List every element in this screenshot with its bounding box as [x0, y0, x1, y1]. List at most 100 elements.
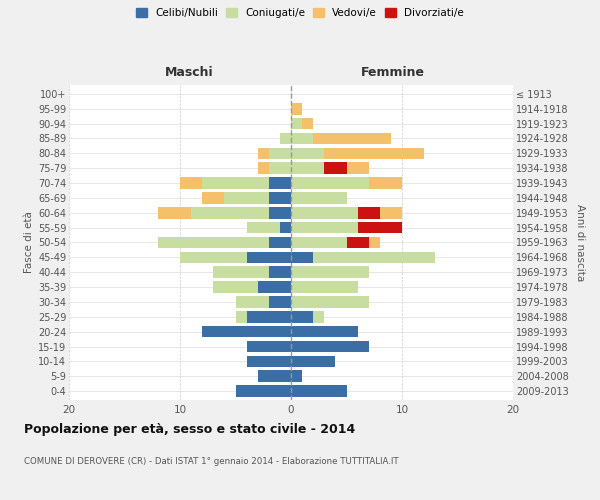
- Bar: [280, 132, 291, 144]
- Bar: [291, 282, 358, 293]
- Bar: [258, 370, 291, 382]
- Bar: [291, 252, 436, 263]
- Bar: [180, 178, 291, 189]
- Bar: [202, 178, 291, 189]
- Bar: [291, 207, 380, 218]
- Bar: [291, 118, 302, 130]
- Bar: [291, 356, 335, 367]
- Bar: [247, 340, 291, 352]
- Bar: [247, 340, 291, 352]
- Text: Popolazione per età, sesso e stato civile - 2014: Popolazione per età, sesso e stato civil…: [24, 422, 355, 436]
- Bar: [291, 340, 369, 352]
- Bar: [269, 148, 291, 159]
- Bar: [291, 326, 358, 338]
- Bar: [291, 222, 402, 234]
- Bar: [291, 132, 313, 144]
- Bar: [214, 282, 291, 293]
- Bar: [247, 222, 291, 234]
- Bar: [291, 296, 369, 308]
- Bar: [214, 282, 291, 293]
- Bar: [247, 222, 291, 234]
- Bar: [291, 148, 325, 159]
- Bar: [224, 192, 291, 203]
- Bar: [191, 207, 291, 218]
- Y-axis label: Anni di nascita: Anni di nascita: [575, 204, 585, 281]
- Bar: [291, 340, 369, 352]
- Bar: [280, 132, 291, 144]
- Bar: [291, 192, 347, 203]
- Bar: [291, 162, 347, 174]
- Bar: [291, 296, 369, 308]
- Bar: [158, 236, 291, 248]
- Bar: [202, 192, 291, 203]
- Bar: [202, 326, 291, 338]
- Bar: [291, 192, 347, 203]
- Bar: [158, 236, 291, 248]
- Bar: [291, 326, 358, 338]
- Bar: [214, 282, 291, 293]
- Bar: [291, 296, 369, 308]
- Bar: [291, 386, 347, 397]
- Bar: [202, 178, 291, 189]
- Bar: [247, 222, 291, 234]
- Bar: [247, 356, 291, 367]
- Bar: [291, 132, 391, 144]
- Bar: [291, 222, 358, 234]
- Bar: [291, 311, 325, 322]
- Bar: [291, 311, 313, 322]
- Bar: [269, 236, 291, 248]
- Bar: [291, 222, 402, 234]
- Bar: [291, 282, 358, 293]
- Bar: [291, 148, 325, 159]
- Bar: [291, 370, 302, 382]
- Bar: [269, 192, 291, 203]
- Bar: [291, 162, 369, 174]
- Bar: [291, 118, 302, 130]
- Bar: [214, 266, 291, 278]
- Y-axis label: Fasce di età: Fasce di età: [23, 212, 34, 274]
- Bar: [269, 162, 291, 174]
- Bar: [291, 370, 302, 382]
- Bar: [258, 282, 291, 293]
- Bar: [291, 370, 302, 382]
- Bar: [291, 386, 347, 397]
- Text: Maschi: Maschi: [164, 66, 213, 78]
- Bar: [291, 178, 402, 189]
- Bar: [191, 207, 291, 218]
- Bar: [247, 252, 291, 263]
- Bar: [291, 178, 369, 189]
- Bar: [291, 236, 347, 248]
- Bar: [235, 311, 291, 322]
- Bar: [291, 356, 335, 367]
- Bar: [247, 356, 291, 367]
- Bar: [291, 326, 358, 338]
- Bar: [258, 370, 291, 382]
- Bar: [180, 252, 291, 263]
- Legend: Celibi/Nubili, Coniugati/e, Vedovi/e, Divorziati/e: Celibi/Nubili, Coniugati/e, Vedovi/e, Di…: [133, 5, 467, 21]
- Bar: [269, 148, 291, 159]
- Bar: [247, 311, 291, 322]
- Bar: [291, 266, 369, 278]
- Bar: [235, 311, 291, 322]
- Bar: [224, 192, 291, 203]
- Bar: [247, 356, 291, 367]
- Bar: [269, 162, 291, 174]
- Text: Femmine: Femmine: [361, 66, 425, 78]
- Bar: [214, 266, 291, 278]
- Bar: [291, 266, 369, 278]
- Bar: [247, 340, 291, 352]
- Bar: [291, 148, 424, 159]
- Bar: [202, 326, 291, 338]
- Bar: [180, 252, 291, 263]
- Bar: [291, 356, 335, 367]
- Bar: [291, 282, 358, 293]
- Bar: [291, 370, 302, 382]
- Bar: [158, 236, 291, 248]
- Bar: [202, 326, 291, 338]
- Bar: [214, 266, 291, 278]
- Bar: [247, 356, 291, 367]
- Bar: [291, 386, 347, 397]
- Bar: [291, 252, 313, 263]
- Bar: [258, 148, 291, 159]
- Bar: [269, 178, 291, 189]
